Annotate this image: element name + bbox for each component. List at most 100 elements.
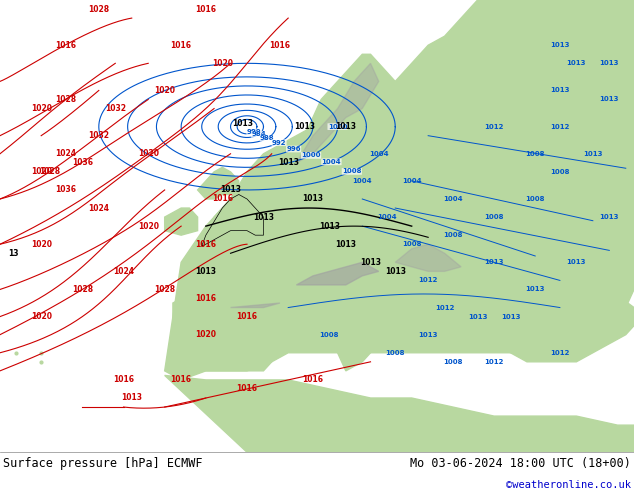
Text: 1008: 1008 <box>484 214 504 220</box>
Text: 1013: 1013 <box>335 122 356 131</box>
Polygon shape <box>510 0 634 280</box>
Polygon shape <box>280 54 494 181</box>
Text: 1013: 1013 <box>121 393 142 402</box>
Text: 1020: 1020 <box>154 86 175 95</box>
Text: 1016: 1016 <box>236 385 257 393</box>
Text: 1016: 1016 <box>171 375 191 385</box>
Text: 1013: 1013 <box>600 60 619 66</box>
Text: 1024: 1024 <box>55 149 76 158</box>
Text: 1004: 1004 <box>321 159 341 165</box>
Text: 1013: 1013 <box>501 314 521 319</box>
Text: 1036: 1036 <box>55 185 76 195</box>
Text: 1028: 1028 <box>39 168 60 176</box>
Text: 1004: 1004 <box>377 214 397 220</box>
Text: 1016: 1016 <box>55 41 76 49</box>
Text: 1028: 1028 <box>88 4 110 14</box>
Text: 1012: 1012 <box>484 123 504 130</box>
Text: 1016: 1016 <box>236 312 257 321</box>
Text: 992: 992 <box>272 140 287 146</box>
Text: 1008: 1008 <box>320 332 339 338</box>
Text: 1024: 1024 <box>88 203 109 213</box>
Polygon shape <box>313 172 329 199</box>
Text: 1032: 1032 <box>88 131 109 140</box>
Text: 1008: 1008 <box>342 169 361 174</box>
Text: 1016: 1016 <box>171 41 191 49</box>
Text: 1012: 1012 <box>484 359 504 365</box>
Text: 13: 13 <box>8 249 19 258</box>
Polygon shape <box>411 298 461 335</box>
Polygon shape <box>411 63 510 154</box>
Text: 1013: 1013 <box>550 42 569 48</box>
Polygon shape <box>297 298 378 371</box>
Text: 1024: 1024 <box>113 267 134 276</box>
Text: 1004: 1004 <box>353 178 372 184</box>
Text: 1013: 1013 <box>253 213 274 221</box>
Text: 1012: 1012 <box>418 277 438 283</box>
Text: Mo 03-06-2024 18:00 UTC (18+00): Mo 03-06-2024 18:00 UTC (18+00) <box>410 457 631 470</box>
Text: 1008: 1008 <box>550 169 569 175</box>
Text: 1013: 1013 <box>526 287 545 293</box>
Text: 1016: 1016 <box>113 375 134 385</box>
Text: 1013: 1013 <box>600 97 619 102</box>
Polygon shape <box>280 54 395 176</box>
Text: 1016: 1016 <box>195 294 216 303</box>
Text: 1020: 1020 <box>138 149 158 158</box>
Text: 1013: 1013 <box>335 240 356 249</box>
Text: 1013: 1013 <box>294 122 315 131</box>
Text: 1004: 1004 <box>402 178 422 184</box>
Text: 1013: 1013 <box>484 259 504 265</box>
Text: 1008: 1008 <box>526 196 545 202</box>
Text: 1008: 1008 <box>402 241 422 247</box>
Polygon shape <box>461 280 634 362</box>
Polygon shape <box>297 63 378 163</box>
Polygon shape <box>362 271 477 326</box>
Text: 1013: 1013 <box>468 314 488 319</box>
Text: Surface pressure [hPa] ECMWF: Surface pressure [hPa] ECMWF <box>3 457 203 470</box>
Text: 1008: 1008 <box>526 151 545 157</box>
Text: 1028: 1028 <box>72 285 93 294</box>
Text: 1020: 1020 <box>30 168 51 176</box>
Text: 996: 996 <box>287 146 301 152</box>
Text: 1013: 1013 <box>319 221 340 231</box>
Text: 1013: 1013 <box>550 87 569 94</box>
Text: 1008: 1008 <box>443 232 463 238</box>
Text: 1013: 1013 <box>567 259 586 265</box>
Text: 1016: 1016 <box>269 41 290 49</box>
Text: 1013: 1013 <box>418 332 438 338</box>
Text: 1012: 1012 <box>550 350 569 356</box>
Text: 1012: 1012 <box>550 123 569 130</box>
Text: 988: 988 <box>260 135 275 141</box>
Text: 1020: 1020 <box>30 104 51 113</box>
Text: 1000: 1000 <box>301 152 321 158</box>
Text: 1008: 1008 <box>443 359 463 365</box>
Polygon shape <box>202 195 264 246</box>
Text: 1013: 1013 <box>278 158 299 167</box>
Text: 1008: 1008 <box>385 350 405 356</box>
Text: 980: 980 <box>247 129 261 135</box>
Text: 1020: 1020 <box>195 330 216 339</box>
Text: 1028: 1028 <box>154 285 175 294</box>
Polygon shape <box>165 0 634 380</box>
Text: 1013: 1013 <box>195 267 216 276</box>
Polygon shape <box>395 244 461 271</box>
Text: 1016: 1016 <box>212 195 233 203</box>
Text: 1013: 1013 <box>385 267 406 276</box>
Text: 1016: 1016 <box>195 4 216 14</box>
Polygon shape <box>297 262 378 285</box>
Polygon shape <box>231 303 280 308</box>
Text: 1013: 1013 <box>302 195 323 203</box>
Text: 1028: 1028 <box>55 95 77 104</box>
Text: 1013: 1013 <box>567 60 586 66</box>
Text: 1004: 1004 <box>443 196 463 202</box>
Text: ©weatheronline.co.uk: ©weatheronline.co.uk <box>506 481 631 490</box>
Text: 1016: 1016 <box>195 240 216 249</box>
Text: 1020: 1020 <box>30 240 51 249</box>
Text: 984: 984 <box>251 131 266 137</box>
Text: 1004: 1004 <box>369 151 389 157</box>
Polygon shape <box>165 208 198 235</box>
Text: 1013: 1013 <box>233 120 254 128</box>
Text: 1013: 1013 <box>220 185 241 195</box>
Text: 1016: 1016 <box>302 375 323 385</box>
Text: 1013: 1013 <box>583 151 602 157</box>
Text: 1013: 1013 <box>600 214 619 220</box>
